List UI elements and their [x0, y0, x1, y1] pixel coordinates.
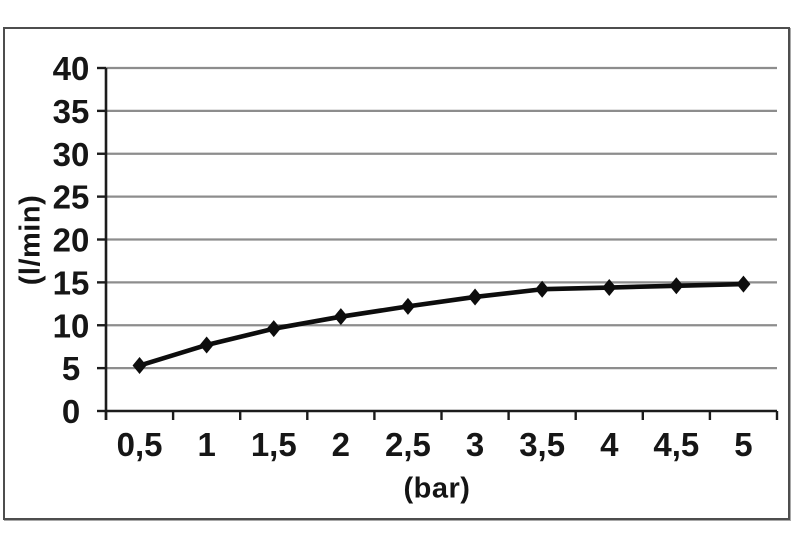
x-tick-label: 5	[734, 426, 752, 463]
y-axis-title: (l/min)	[14, 194, 47, 286]
data-point-marker	[333, 308, 348, 326]
chart-frame	[3, 27, 790, 520]
data-point-marker	[400, 297, 415, 315]
y-tick-label: 15	[53, 264, 90, 301]
data-point-marker	[468, 288, 483, 306]
x-tick-label: 4	[600, 426, 619, 463]
x-tick-label: 3,5	[519, 426, 565, 463]
y-tick-label: 30	[53, 136, 90, 173]
data-point-marker	[669, 277, 684, 295]
x-axis-title: (bar)	[403, 472, 471, 505]
x-tick-label: 2,5	[385, 426, 431, 463]
x-tick-label: 0,5	[117, 426, 163, 463]
data-point-marker	[199, 336, 214, 354]
x-tick-label: 1,5	[251, 426, 297, 463]
y-tick-label: 20	[53, 222, 90, 259]
data-point-marker	[602, 279, 617, 297]
y-tick-label: 0	[62, 393, 80, 430]
data-point-marker	[266, 320, 281, 338]
y-tick-label: 40	[53, 50, 90, 87]
x-tick-label: 2	[332, 426, 350, 463]
data-point-marker	[736, 275, 751, 293]
data-point-marker	[132, 357, 147, 375]
y-tick-label: 25	[53, 179, 90, 216]
x-tick-label: 3	[466, 426, 484, 463]
flow-series-line	[137, 281, 746, 368]
y-tick-label: 35	[53, 93, 90, 130]
data-point-marker	[535, 280, 550, 298]
y-tick-label: 5	[62, 350, 80, 387]
x-tick-label: 4,5	[653, 426, 699, 463]
x-tick-label: 1	[197, 426, 215, 463]
y-tick-label: 10	[53, 307, 90, 344]
